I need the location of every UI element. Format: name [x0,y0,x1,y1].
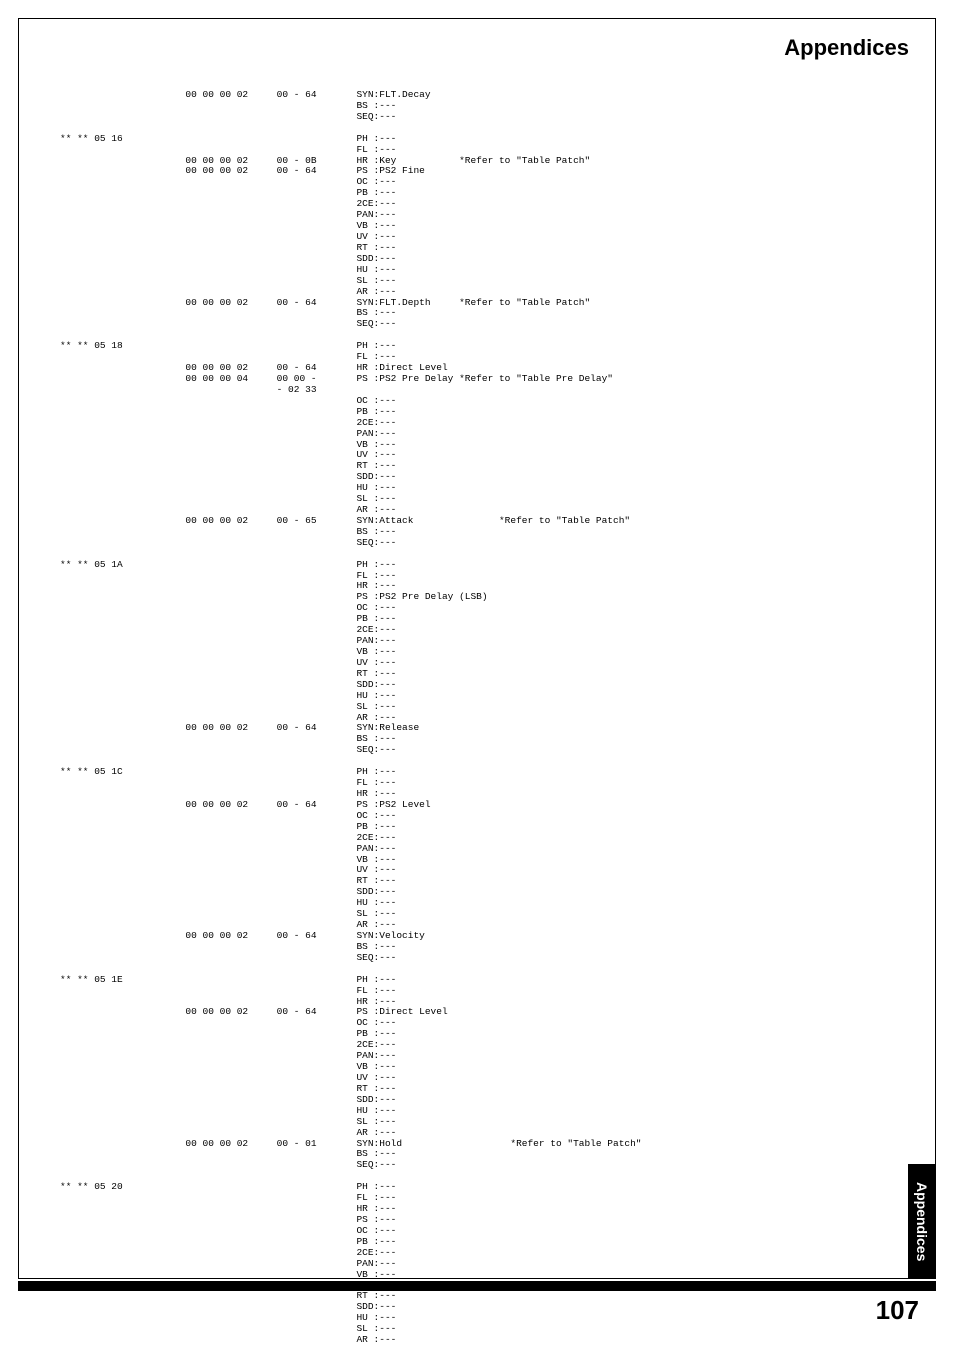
content-text: 00 00 00 02 00 - 64 SYN:FLT.Decay BS :--… [60,90,909,1346]
side-tab-label: Appendices [914,1182,930,1261]
header-title: Appendices [784,35,909,61]
footer-line [18,1281,936,1291]
side-tab: Appendices [908,1164,936,1279]
page-number: 107 [876,1295,919,1326]
